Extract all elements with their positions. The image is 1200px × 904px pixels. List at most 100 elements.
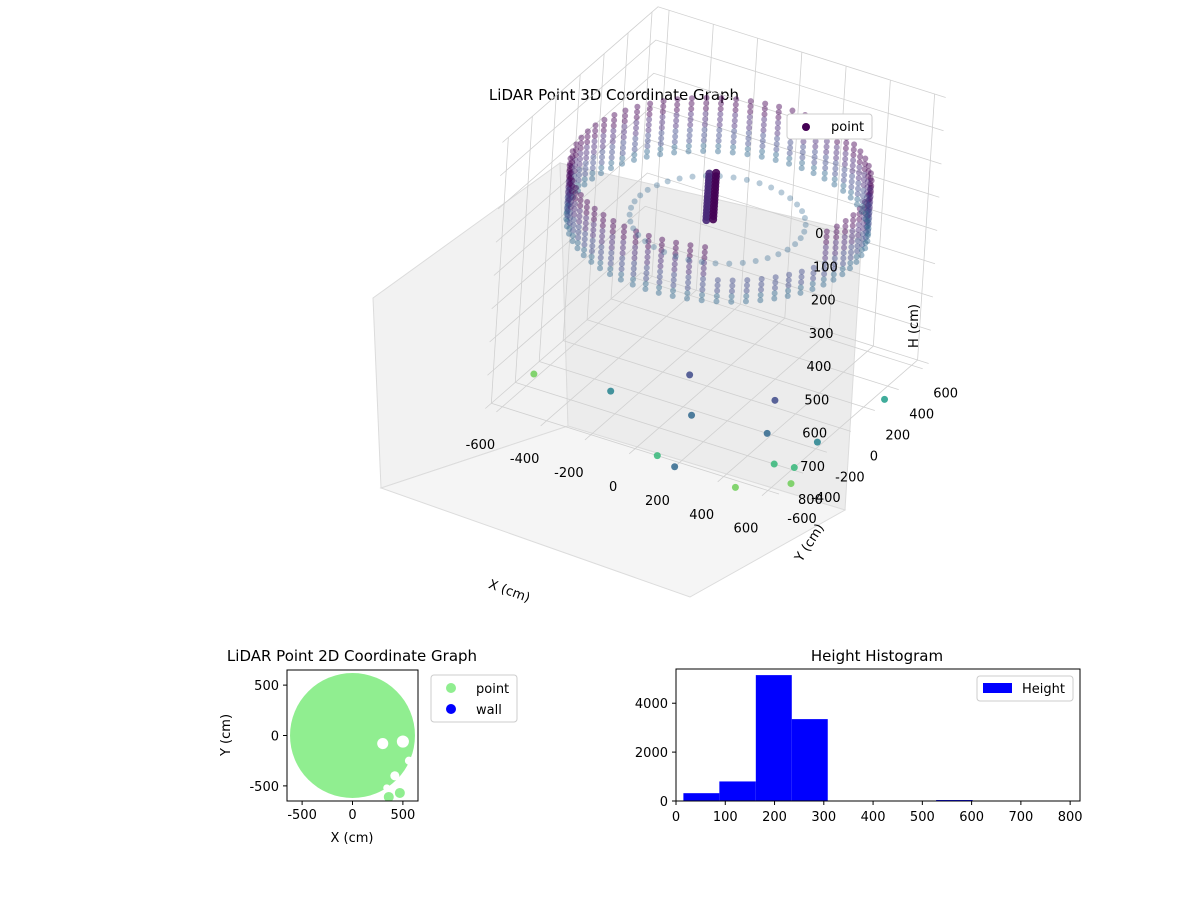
data-point-3d xyxy=(865,220,872,227)
data-point-3d xyxy=(564,189,571,196)
data-point-3d xyxy=(618,260,625,267)
x-tick-label-3d: 0 xyxy=(609,480,617,495)
data-point-3d xyxy=(608,239,615,246)
data-point-3d xyxy=(799,159,806,166)
data-point-3d xyxy=(599,148,606,155)
data-point-3d xyxy=(698,259,705,266)
data-point-3d xyxy=(598,170,605,177)
data-point-3d xyxy=(582,165,589,172)
data-point-3d xyxy=(863,200,870,207)
data-point-3d xyxy=(643,153,650,160)
data-point-3d xyxy=(717,105,724,112)
data-point-3d xyxy=(673,117,680,124)
data-point-3d xyxy=(632,130,639,137)
data-point-3d xyxy=(850,217,857,224)
data-point-3d xyxy=(645,238,652,245)
data-point-3d xyxy=(831,266,838,273)
outlier-point-3d xyxy=(770,460,778,468)
data-point-3d xyxy=(840,255,847,262)
data-point-3d xyxy=(854,237,861,244)
data-point-3d xyxy=(598,243,605,250)
data-point-3d xyxy=(865,227,872,234)
data-point-3d xyxy=(672,122,679,129)
data-point-3d xyxy=(598,159,605,166)
data-point-3d xyxy=(672,250,679,257)
data-point-3d xyxy=(571,167,578,174)
pillar-point-3d xyxy=(702,216,711,225)
outlier-point-3d xyxy=(763,429,771,437)
pane-floor xyxy=(379,425,847,598)
data-point-3d xyxy=(861,209,868,216)
data-point-3d xyxy=(744,151,751,158)
data-point-3d xyxy=(686,258,693,265)
data-point-3d xyxy=(686,263,693,270)
data-point-3d xyxy=(716,121,723,128)
data-point-3d xyxy=(644,259,651,266)
data-point-3d xyxy=(714,148,721,155)
data-point-3d xyxy=(849,228,856,235)
data-point-3d xyxy=(611,111,618,118)
data-point-3d xyxy=(583,144,590,151)
data-point-3d xyxy=(718,95,725,102)
data-point-3d xyxy=(840,187,847,194)
data-point-3d xyxy=(733,96,740,103)
data-point-3d xyxy=(567,160,574,167)
data-point-3d xyxy=(747,103,754,110)
data-point-3d xyxy=(685,148,692,155)
data-point-3d xyxy=(801,228,808,235)
data-point-3d xyxy=(832,239,839,246)
data-point-3d xyxy=(685,143,692,150)
data-point-3d xyxy=(686,132,693,139)
data-point-3d xyxy=(632,233,639,240)
data-point-3d xyxy=(591,216,598,223)
data-point-3d xyxy=(633,228,640,235)
data-point-3d xyxy=(637,192,644,199)
data-point-3d xyxy=(850,146,857,153)
data-point-3d xyxy=(856,158,863,165)
data-point-3d xyxy=(642,280,649,287)
data-point-3d xyxy=(620,234,627,241)
data-point-3d xyxy=(715,143,722,150)
data-point-3d xyxy=(568,198,575,205)
data-point-3d xyxy=(630,270,637,277)
data-point-3d xyxy=(676,175,683,182)
data-point-3d xyxy=(576,166,583,173)
data-point-3d xyxy=(830,276,837,283)
data-point-3d xyxy=(849,162,856,169)
data-point-3d xyxy=(771,295,778,302)
data-point-3d xyxy=(633,125,640,132)
data-point-3d xyxy=(786,155,793,162)
data-point-3d xyxy=(601,122,608,129)
data-point-3d xyxy=(564,194,571,201)
legend-marker-point-2d xyxy=(446,683,456,693)
data-point-3d xyxy=(660,98,667,105)
data-point-3d xyxy=(673,106,680,113)
x-tick-label-3d: -200 xyxy=(554,466,584,481)
data-point-3d xyxy=(628,204,635,211)
data-point-3d xyxy=(646,111,653,118)
legend-label-point-3d: point xyxy=(831,120,864,135)
data-point-3d xyxy=(644,137,651,144)
data-point-3d xyxy=(858,208,865,215)
x-tick-label-histogram: 300 xyxy=(811,810,836,825)
data-point-3d xyxy=(868,182,875,189)
data-point-3d xyxy=(645,243,652,250)
data-point-3d xyxy=(822,244,829,251)
data-point-3d xyxy=(567,209,574,216)
data-point-3d xyxy=(659,119,666,126)
data-point-3d xyxy=(702,105,709,112)
data-point-3d xyxy=(823,239,830,246)
data-point-3d xyxy=(567,214,574,221)
data-point-3d xyxy=(567,155,574,162)
data-point-3d xyxy=(609,143,616,150)
data-point-3d xyxy=(658,130,665,137)
data-point-3d xyxy=(800,138,807,145)
data-point-3d xyxy=(864,189,871,196)
data-point-3d xyxy=(842,145,849,152)
data-point-3d xyxy=(642,238,649,245)
data-point-3d xyxy=(574,239,581,246)
data-point-3d xyxy=(689,173,696,180)
data-point-3d xyxy=(865,230,872,237)
data-point-3d xyxy=(730,144,737,151)
gap-region-2d xyxy=(404,756,413,765)
